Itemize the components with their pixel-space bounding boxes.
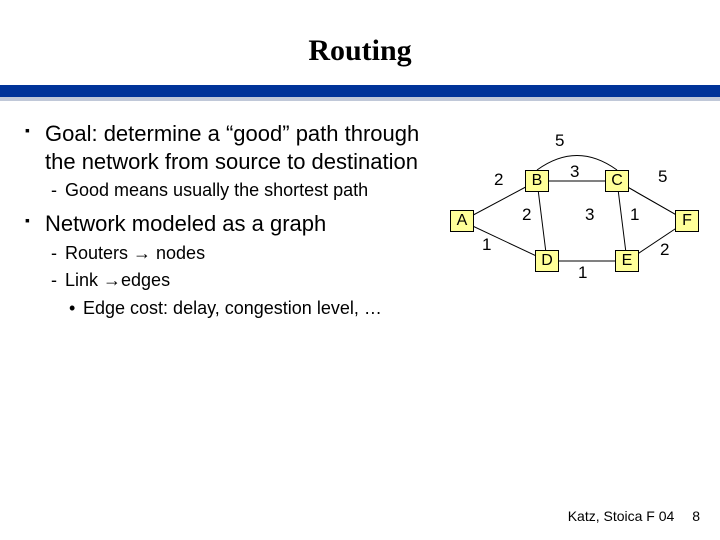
bullet-good-means: Good means usually the shortest path: [25, 179, 455, 202]
edge-label: 2: [522, 205, 531, 225]
graph-node-e: E: [615, 250, 639, 272]
bullet-goal: Goal: determine a “good” path through th…: [25, 120, 455, 175]
bullet-routers-nodes: Routers → nodes: [25, 242, 455, 265]
edge-label: 3: [585, 205, 594, 225]
edge-label: 1: [482, 235, 491, 255]
graph-node-c: C: [605, 170, 629, 192]
title-bar-shadow: [0, 97, 720, 101]
edge-label: 5: [658, 167, 667, 187]
edge-label: 1: [630, 205, 639, 225]
bullet-link-edges: Link →edges: [25, 269, 455, 292]
edge-label: 2: [494, 170, 503, 190]
graph-node-a: A: [450, 210, 474, 232]
edge-label: 3: [570, 162, 579, 182]
page-number: 8: [692, 508, 700, 524]
content-area: Goal: determine a “good” path through th…: [25, 120, 455, 324]
graph-node-f: F: [675, 210, 699, 232]
graph-node-b: B: [525, 170, 549, 192]
graph-node-d: D: [535, 250, 559, 272]
bullet-edge-cost: Edge cost: delay, congestion level, …: [25, 297, 455, 320]
title-bar: [0, 85, 720, 97]
edge-label: 1: [578, 263, 587, 283]
network-graph: ABCDEF2132535121: [450, 135, 710, 305]
slide-title: Routing: [0, 34, 720, 68]
bullet-network-model: Network modeled as a graph: [25, 210, 455, 238]
footer-text: Katz, Stoica F 04: [568, 508, 675, 524]
edge-label: 5: [555, 131, 564, 151]
footer: Katz, Stoica F 04 8: [568, 508, 700, 524]
edge-label: 2: [660, 240, 669, 260]
slide: Routing Goal: determine a “good” path th…: [0, 0, 720, 540]
